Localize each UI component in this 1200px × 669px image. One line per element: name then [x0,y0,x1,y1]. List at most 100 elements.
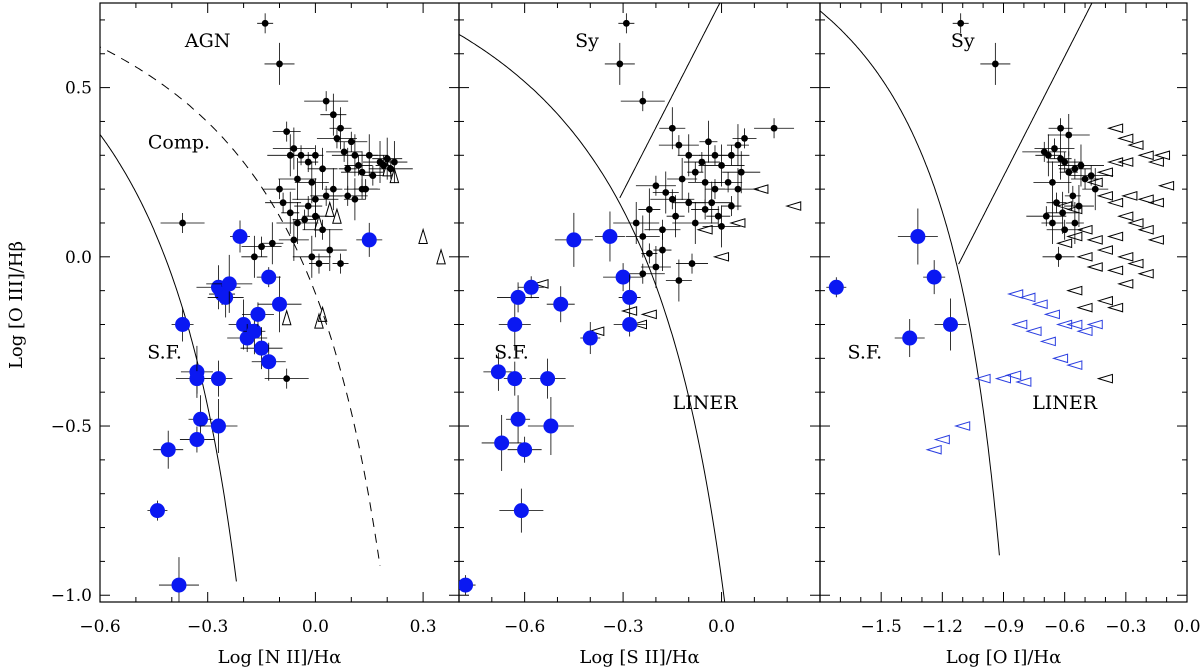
agn-point [358,168,366,176]
x-tick-label: 0.0 [708,617,735,637]
agn-point [290,236,298,244]
agn-point [675,141,683,149]
star-forming-point [510,411,526,427]
agn-point [322,192,330,200]
upper-limit-marker [1147,157,1164,167]
agn-point [639,270,647,278]
upper-limit-marker [1137,268,1154,279]
y-axis-label-group: Log [O III]/Hβ [6,241,27,369]
agn-point [672,212,679,220]
agn-point [1065,168,1073,176]
agn-point [294,219,301,227]
agn-point [724,178,732,186]
upper-limit-marker [1096,191,1113,201]
upper-limit-marker [332,207,342,224]
agn-point [297,151,305,159]
star-forming-point [622,316,638,332]
agn-point [734,185,742,193]
agn-point [365,151,373,159]
x-axis-label: Log [N II]/Hα [218,647,342,668]
region-label: Comp. [148,132,210,154]
agn-point [708,199,716,207]
agn-point [652,263,660,271]
agn-point [685,199,693,207]
star-forming-point [459,577,474,593]
agn-point [337,260,344,267]
agn-point [326,246,334,254]
panel-sii: −0.6 −0.3 0.0 Log [S II]/Hα Sy S.F. LINER [458,2,821,668]
upper-limit-marker [1117,157,1134,167]
upper-limit-marker [1066,204,1083,215]
star-forming-point [510,289,526,305]
star-forming-point [210,371,226,387]
upper-limit-marker-blue [1019,292,1036,303]
star-forming-point [250,306,266,322]
star-forming-point [566,232,582,248]
star-forming-point [523,279,539,295]
agn-point [645,250,653,257]
agn-point [957,19,965,27]
upper-limit-marker [1106,123,1124,134]
upper-limit-marker-blue [1015,377,1032,387]
agn-point [652,182,660,190]
agn-point [701,206,709,213]
agn-point [1061,226,1069,234]
upper-limit-marker [1117,251,1134,262]
upper-limit-marker [630,319,647,330]
upper-limit-marker-blue [1039,336,1056,347]
star-forming-point [494,435,510,451]
star-forming-point [189,371,205,387]
upper-limit-marker [1096,167,1113,178]
upper-limit-marker [1153,150,1171,161]
upper-limit-marker-blue [1055,319,1073,330]
upper-limit-marker [729,218,746,228]
upper-limit-marker-blue [925,444,942,455]
agn-point [276,60,283,68]
agn-point [639,97,647,105]
star-forming-point [517,442,533,458]
x-tick-label: −0.3 [1105,617,1146,637]
upper-limit-marker [1076,251,1093,262]
region-label: Sy [575,30,599,52]
x-tick-label: −1.5 [861,617,902,637]
agn-point [304,202,312,210]
y-tick-label: 0.0 [65,248,92,268]
star-forming-point [540,371,556,387]
upper-limit-marker [1157,180,1175,191]
agn-point [632,219,640,227]
star-forming-point [171,577,187,593]
upper-limit-marker [588,326,605,337]
upper-limit-marker [1055,201,1073,211]
upper-limit-marker [696,224,713,235]
star-forming-point [828,279,844,295]
x-tick-label: −0.9 [983,617,1024,637]
upper-limit-marker [1106,302,1124,313]
upper-limit-marker [324,200,335,217]
upper-limit-marker-blue [1006,289,1024,299]
plot-area [820,3,1175,556]
agn-point [337,124,344,132]
star-forming-point [261,354,277,370]
star-forming-point [193,411,209,427]
star-forming-point [926,269,942,285]
upper-limit-marker-blue [1025,326,1042,337]
agn-point [668,124,676,132]
panel-nii: −1.0 −0.5 0.0 0.5 −0.6 −0.3 0.0 0.3 Log [N II]/H… [51,2,460,668]
upper-limit-marker [752,184,769,195]
agn-point [1077,162,1085,169]
star-forming-point [543,418,559,434]
agn-point [622,19,630,27]
agn-point [688,260,696,267]
agn-point [1071,219,1079,227]
upper-limit-marker [1121,191,1138,201]
region-label: S.F. [848,341,883,363]
upper-limit-marker-blue [1004,370,1022,381]
region-label: LINER [1032,392,1098,414]
star-forming-point [507,316,523,332]
agn-point [698,158,706,166]
x-tick-label: −0.3 [602,617,643,637]
star-forming-point [232,229,248,245]
agn-point [662,189,670,196]
agn-point [705,138,712,146]
upper-limit-marker [314,214,324,231]
